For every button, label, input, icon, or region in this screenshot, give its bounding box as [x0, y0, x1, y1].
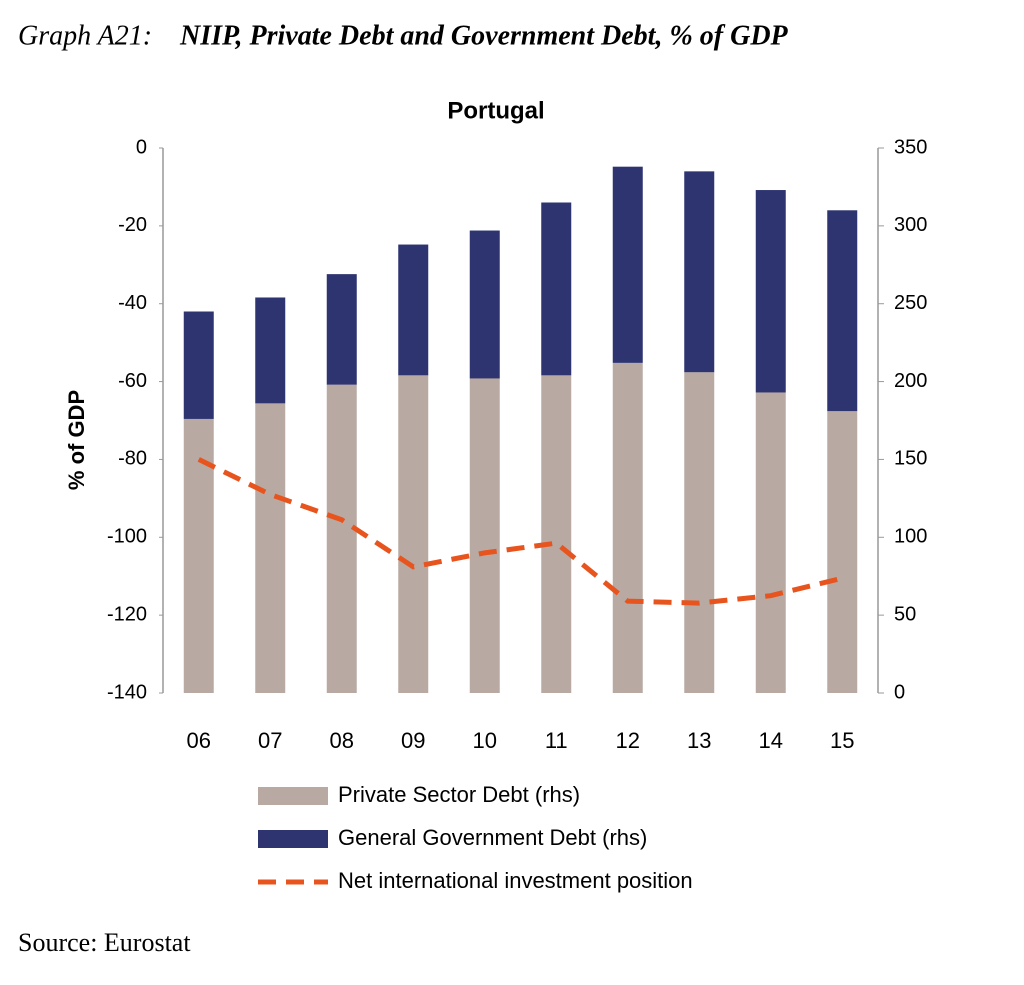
- graph-label: Graph A21:: [18, 20, 152, 51]
- bar: [755, 392, 786, 693]
- x-tick-label: 13: [687, 728, 711, 753]
- legend-label: Private Sector Debt (rhs): [338, 782, 580, 807]
- source: Source: Eurostat: [18, 928, 191, 957]
- bar: [398, 375, 429, 693]
- y-tick-label: -80: [118, 448, 147, 470]
- legend-swatch: [258, 787, 328, 805]
- y2-tick-label: 100: [894, 526, 927, 548]
- y2-tick-label: 0: [894, 681, 905, 703]
- y-tick-label: -140: [107, 681, 147, 703]
- legend-label: Net international investment position: [338, 868, 693, 893]
- bar: [255, 297, 286, 404]
- bar: [469, 378, 500, 693]
- x-tick-label: 11: [545, 728, 568, 753]
- bar: [326, 384, 357, 693]
- chart-title: Portugal: [447, 97, 544, 124]
- y-tick-label: -100: [107, 526, 147, 548]
- bar: [326, 274, 357, 385]
- y-axis-label: % of GDP: [64, 390, 89, 490]
- bar: [612, 166, 643, 363]
- line: [197, 457, 843, 606]
- y-tick-label: -20: [118, 214, 147, 236]
- legend-label: General Government Debt (rhs): [338, 825, 647, 850]
- y-tick-label: -60: [118, 370, 147, 392]
- graph-title: NIIP, Private Debt and Government Debt, …: [179, 20, 789, 51]
- bar: [684, 171, 715, 373]
- bar: [183, 311, 214, 419]
- legend-swatch: [258, 830, 328, 848]
- x-tick-label: 09: [401, 728, 425, 753]
- y-tick-label: 0: [136, 136, 147, 158]
- x-tick-label: 08: [330, 728, 354, 753]
- bar: [684, 372, 715, 693]
- bar: [398, 244, 429, 376]
- y2-tick-label: 300: [894, 214, 927, 236]
- bar: [541, 375, 572, 693]
- x-tick-label: 14: [759, 728, 783, 753]
- x-tick-label: 07: [258, 728, 282, 753]
- y2-tick-label: 350: [894, 136, 927, 158]
- y-tick-label: -120: [107, 603, 147, 625]
- bar: [612, 362, 643, 693]
- bar: [469, 230, 500, 379]
- x-tick-label: 15: [830, 728, 854, 753]
- bar: [827, 411, 858, 693]
- x-tick-label: 12: [616, 728, 640, 753]
- y2-tick-label: 50: [894, 603, 916, 625]
- y2-tick-label: 200: [894, 370, 927, 392]
- y2-tick-label: 250: [894, 292, 927, 314]
- bar: [541, 202, 572, 376]
- y2-tick-label: 150: [894, 448, 927, 470]
- bar: [755, 190, 786, 393]
- y-tick-label: -40: [118, 292, 147, 314]
- x-tick-label: 06: [187, 728, 211, 753]
- bar: [827, 210, 858, 412]
- x-tick-label: 10: [473, 728, 497, 753]
- bar: [255, 403, 286, 693]
